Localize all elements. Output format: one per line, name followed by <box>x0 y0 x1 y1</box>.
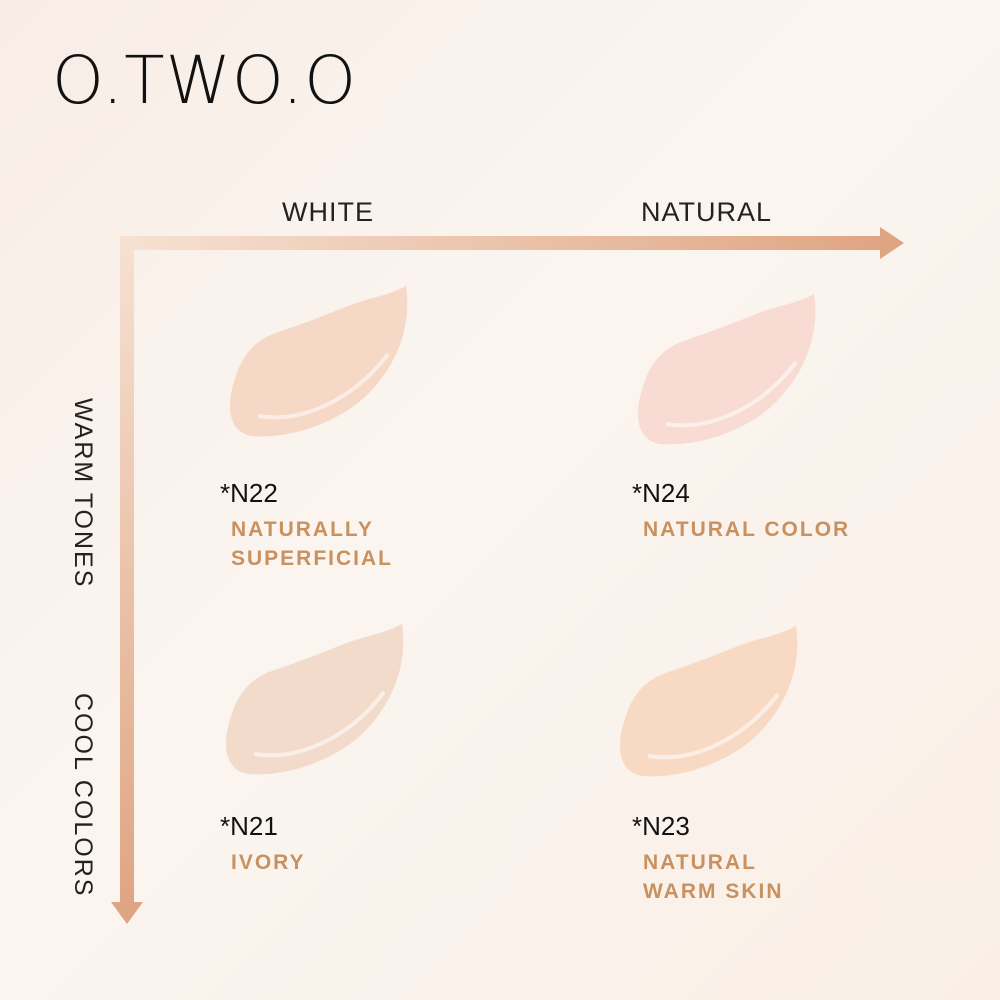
shade-name-line: NATURAL COLOR <box>643 518 851 541</box>
axis-label-natural: NATURAL <box>641 197 773 227</box>
shade-code-n23: *N23 <box>632 811 690 841</box>
shade-name-line: IVORY <box>231 851 306 874</box>
shade-name-n23: NATURAL WARM SKIN <box>643 848 784 906</box>
swatch-n22 <box>229 286 408 437</box>
vertical-arrow <box>111 236 143 924</box>
shade-name-line: WARM SKIN <box>643 880 784 903</box>
swatch-n23 <box>619 626 798 777</box>
axis-label-cool-colors: COOL COLORS <box>69 693 97 898</box>
shade-name-n22: NATURALLY SUPERFICIAL <box>231 515 393 573</box>
brand-logo: O.TWO.O <box>52 42 358 119</box>
axis-label-warm-tones: WARM TONES <box>69 398 97 589</box>
horizontal-arrow <box>120 227 904 259</box>
shade-code-n21: *N21 <box>220 811 278 841</box>
shade-name-n24: NATURAL COLOR <box>643 515 850 544</box>
shade-name-line: NATURALLY <box>231 518 374 541</box>
swatch-n21 <box>225 624 404 775</box>
axis-label-white: WHITE <box>282 197 374 227</box>
shade-name-line: NATURAL <box>643 851 757 874</box>
shade-name-n21: IVORY <box>231 848 306 877</box>
swatch-n24 <box>637 294 816 445</box>
shade-code-n22: *N22 <box>220 478 278 508</box>
shade-name-line: SUPERFICIAL <box>231 547 394 570</box>
shade-code-n24: *N24 <box>632 478 690 508</box>
